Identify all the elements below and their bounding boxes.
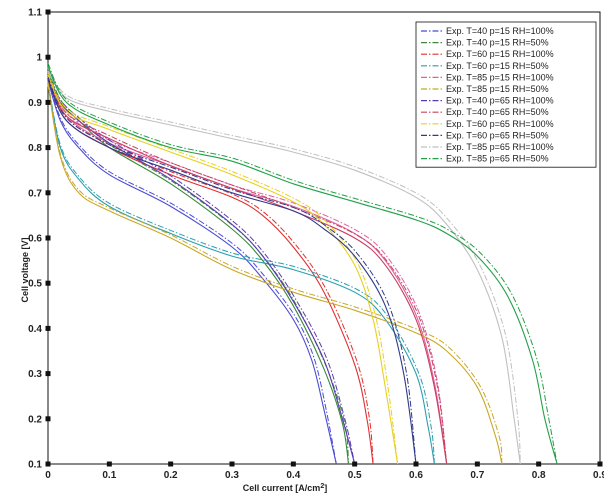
legend-label: Exp. T=85 p=15 RH=50% — [446, 84, 549, 94]
series-12-model-line — [47, 65, 558, 465]
y-tick-label: 0.2 — [28, 414, 42, 425]
legend-label: Exp. T=40 p=15 RH=100% — [446, 26, 554, 36]
x-tick-label: 0.9 — [593, 470, 604, 481]
series-12-exp-line — [47, 63, 558, 465]
y-tick-label: 1 — [36, 53, 42, 64]
series-5-exp-line — [47, 72, 448, 465]
x-tick-label: 0 — [45, 470, 51, 481]
y-axis-label: Cell voltage [V] — [20, 237, 30, 302]
x-tick-mark — [229, 461, 235, 467]
legend-label: Exp. T=85 p=65 RH=50% — [446, 154, 549, 164]
x-tick-mark — [352, 461, 358, 467]
series-5 — [47, 72, 448, 465]
y-tick-mark — [45, 280, 51, 286]
y-tick-label: 0.8 — [28, 143, 42, 154]
x-tick-label: 0.4 — [286, 470, 300, 481]
ticks-layer: 00.10.20.30.40.50.60.70.80.90.10.20.30.4… — [28, 8, 604, 482]
series-1-model-line — [47, 79, 337, 465]
legend-item: Exp. T=40 p=15 RH=100% — [421, 26, 554, 36]
y-tick-mark — [45, 9, 51, 15]
series-12 — [47, 63, 558, 465]
y-tick-label: 0.3 — [28, 369, 42, 380]
x-tick-mark — [290, 461, 296, 467]
x-tick-mark — [106, 461, 112, 467]
legend-label: Exp. T=60 p=15 RH=100% — [446, 49, 554, 59]
x-tick-label: 0.8 — [532, 470, 546, 481]
series-10 — [47, 76, 417, 465]
legend-label: Exp. T=60 p=65 RH=100% — [446, 119, 554, 129]
series-10-exp-line — [47, 76, 417, 465]
series-layer — [47, 63, 558, 465]
y-tick-label: 0.4 — [28, 324, 42, 335]
x-tick-mark — [413, 461, 419, 467]
y-tick-mark — [45, 371, 51, 377]
legend-label: Exp. T=40 p=65 RH=100% — [446, 96, 554, 106]
x-tick-mark — [597, 461, 603, 467]
series-11-model-line — [47, 70, 521, 465]
series-11 — [47, 67, 521, 465]
y-tick-mark — [45, 54, 51, 60]
legend-label: Exp. T=40 p=65 RH=50% — [446, 107, 549, 117]
x-tick-label: 0.2 — [164, 470, 178, 481]
legend-item: Exp. T=60 p=15 RH=100% — [421, 49, 554, 59]
series-10-model-line — [47, 79, 417, 465]
series-9 — [47, 72, 399, 465]
series-1-exp-line — [47, 76, 337, 465]
legend-item: Exp. T=85 p=65 RH=100% — [421, 142, 554, 152]
y-tick-mark — [45, 325, 51, 331]
y-tick-label: 0.5 — [28, 279, 42, 290]
x-tick-label: 0.7 — [470, 470, 484, 481]
legend-item: Exp. T=60 p=15 RH=50% — [421, 61, 549, 71]
series-1 — [47, 76, 337, 465]
x-tick-label: 0.3 — [225, 470, 239, 481]
series-5-model-line — [47, 75, 448, 465]
series-6 — [47, 81, 503, 465]
y-tick-label: 0.1 — [28, 460, 42, 471]
y-tick-mark — [45, 190, 51, 196]
x-tick-mark — [168, 461, 174, 467]
y-tick-label: 1.1 — [28, 8, 42, 19]
x-tick-mark — [474, 461, 480, 467]
legend-item: Exp. T=85 p=15 RH=50% — [421, 84, 549, 94]
legend-label: Exp. T=85 p=15 RH=100% — [446, 72, 554, 82]
y-tick-label: 0.6 — [28, 234, 42, 245]
series-9-exp-line — [47, 72, 399, 465]
series-4-exp-line — [47, 81, 435, 465]
x-tick-label: 0.1 — [102, 470, 116, 481]
x-tick-mark — [536, 461, 542, 467]
legend-item: Exp. T=40 p=15 RH=50% — [421, 38, 549, 48]
series-6-model-line — [47, 84, 503, 465]
series-11-exp-line — [47, 67, 521, 465]
legend-item: Exp. T=40 p=65 RH=50% — [421, 107, 549, 117]
x-tick-label: 0.5 — [348, 470, 362, 481]
y-tick-mark — [45, 461, 51, 467]
legend-item: Exp. T=85 p=65 RH=50% — [421, 154, 549, 164]
legend-box — [415, 21, 597, 168]
legend-item: Exp. T=85 p=15 RH=100% — [421, 72, 554, 82]
legend-label: Exp. T=60 p=65 RH=50% — [446, 130, 549, 140]
legend-item: Exp. T=60 p=65 RH=50% — [421, 130, 549, 140]
y-tick-mark — [45, 416, 51, 422]
y-tick-mark — [45, 99, 51, 105]
series-4 — [47, 81, 435, 465]
legend-item: Exp. T=40 p=65 RH=100% — [421, 96, 554, 106]
y-tick-label: 0.7 — [28, 188, 42, 199]
series-4-model-line — [47, 84, 435, 465]
series-6-exp-line — [47, 81, 503, 465]
legend-label: Exp. T=85 p=65 RH=100% — [446, 142, 554, 152]
legend: Exp. T=40 p=15 RH=100% Exp. T=40 p=15 RH=… — [415, 21, 597, 168]
legend-label: Exp. T=40 p=15 RH=50% — [446, 38, 549, 48]
series-9-model-line — [47, 75, 399, 465]
legend-item: Exp. T=60 p=65 RH=100% — [421, 119, 554, 129]
legend-label: Exp. T=60 p=15 RH=50% — [446, 61, 549, 71]
y-tick-mark — [45, 145, 51, 151]
y-tick-mark — [45, 235, 51, 241]
y-tick-label: 0.9 — [28, 98, 42, 109]
x-axis-label: Cell current [A/cm2] — [243, 483, 327, 494]
x-tick-label: 0.6 — [409, 470, 423, 481]
